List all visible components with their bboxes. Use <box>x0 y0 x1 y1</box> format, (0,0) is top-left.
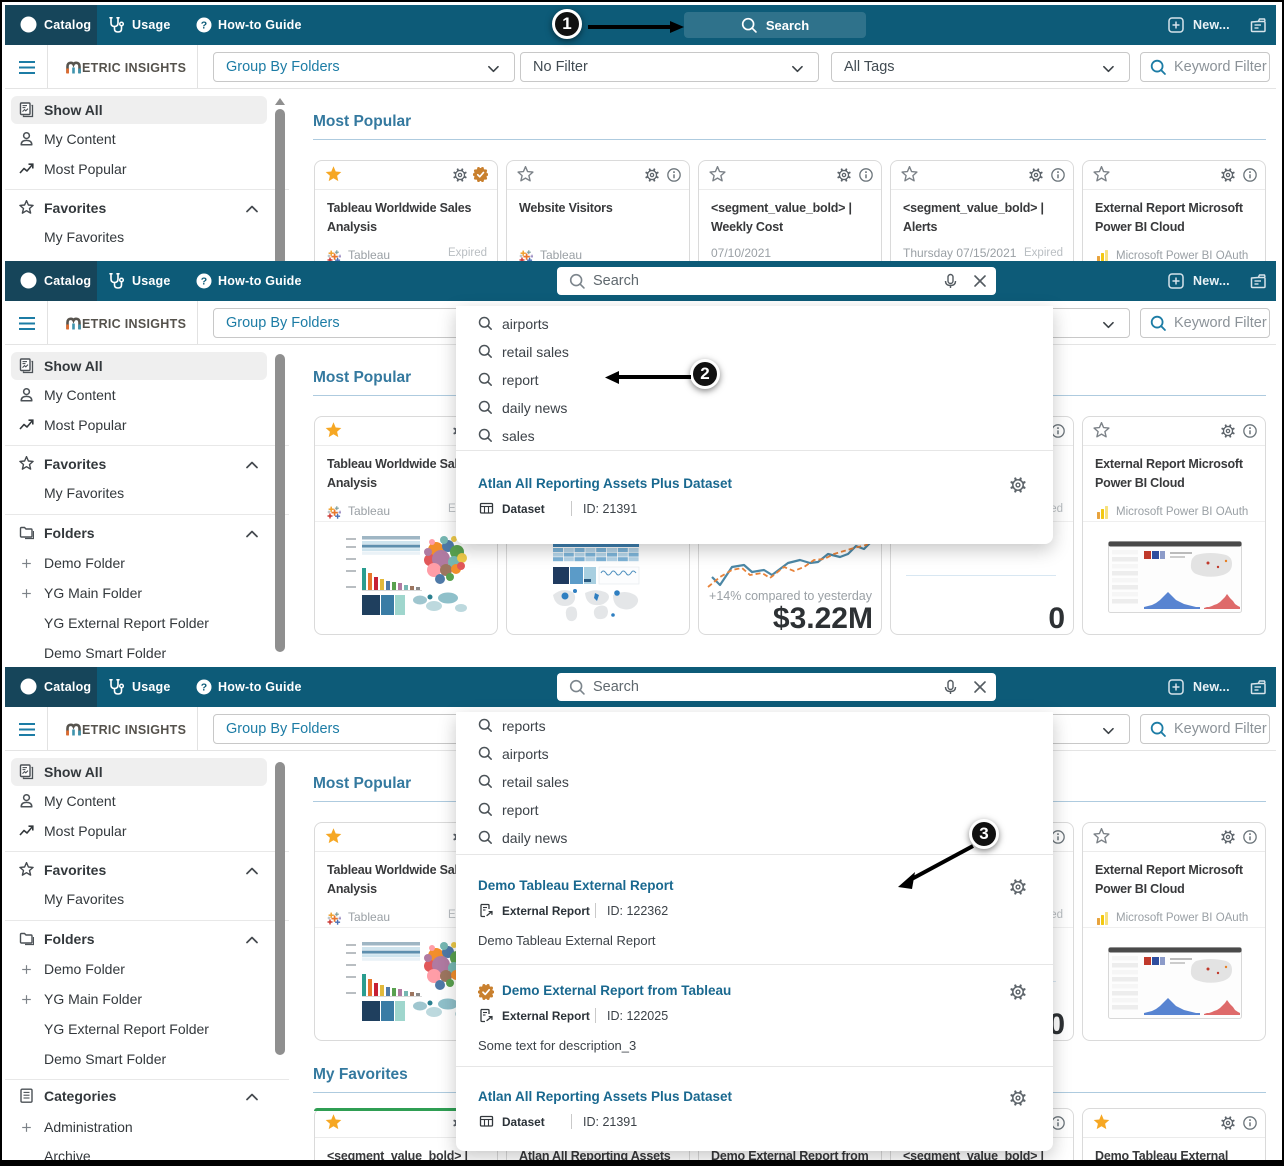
svg-text:?: ? <box>201 19 207 31</box>
svg-text:?: ? <box>201 681 207 693</box>
svg-text:?: ? <box>201 275 207 287</box>
